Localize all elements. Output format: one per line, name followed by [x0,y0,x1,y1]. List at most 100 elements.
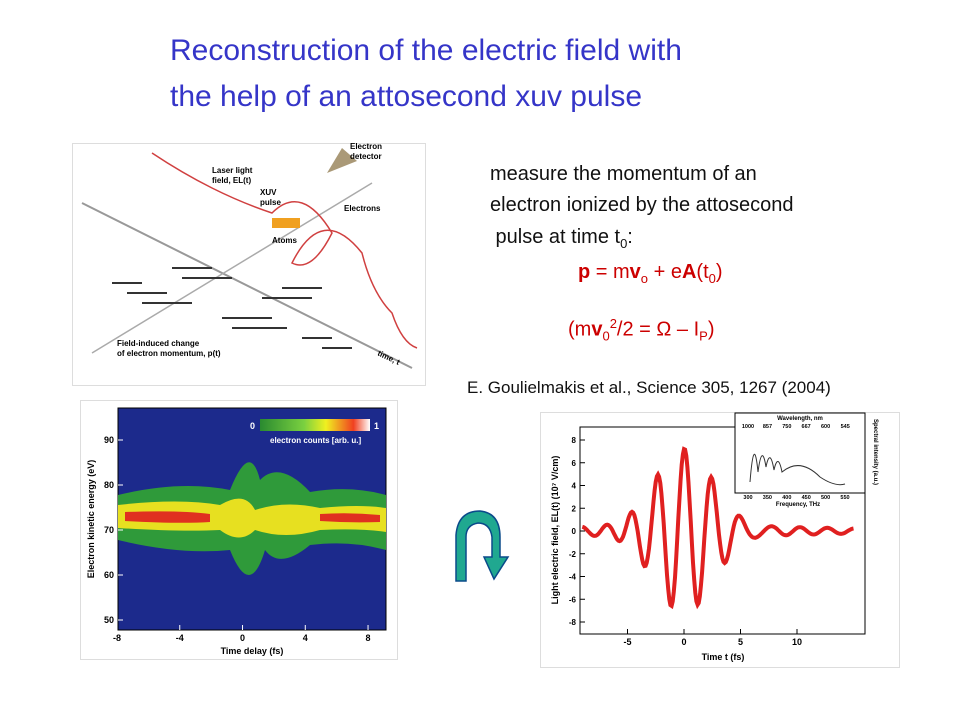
colorbar-tick: 1 [374,421,379,431]
momentum-arrows [112,267,352,349]
colorbar [260,419,370,431]
inset-tick-label: 600 [821,424,830,430]
text-segment: = m [590,261,630,283]
inset-title: Wavelength, nm [777,416,823,422]
text-segment: P [699,328,708,344]
y-tick-label: 50 [104,615,114,625]
axis [81,202,413,369]
band-mid [118,498,386,538]
formula: p = mvo + eA(t0) [578,261,723,286]
label: of electron momentum, p(t) [117,349,221,358]
label: XUV [260,188,277,197]
energy-relation: (mv02/2 = Ω – IP) [568,316,714,344]
x-tick-label: 0 [240,633,245,643]
x-label: Time delay (fs) [221,646,284,656]
text-segment: 0 [602,328,610,344]
text-segment: v [591,318,603,341]
colorbar-tick: 0 [250,421,255,431]
x-tick-label: 8 [366,633,371,643]
y-label: Light electric field, EL(t) (10⁷ V/cm) [550,456,560,605]
arrow [455,510,510,582]
title-line: the help of an attosecond xuv pulse [170,80,643,113]
y-tick-label: 2 [572,504,577,513]
colorbar-label: electron counts [arb. u.] [270,436,361,445]
text-segment: 0 [620,236,628,251]
text-segment: electron ionized by the attosecond [490,194,794,216]
x-tick-label: -5 [623,637,631,647]
label: Electron [350,143,382,151]
label: Field-induced change [117,339,200,348]
text-segment: measure the momentum of an [490,163,757,185]
y-tick-label: 70 [104,525,114,535]
text-segment: p [578,261,591,283]
text-segment: ) [707,318,715,341]
y-tick-label: 8 [572,436,577,445]
inset-tick-label: 450 [802,495,811,501]
inset-tick-label: 400 [782,495,791,501]
inset-tick-label: 550 [840,495,849,501]
label: field, EL(t) [212,176,251,185]
x-tick-label: 5 [738,637,743,647]
band-peak [125,511,380,523]
text-segment: + e [648,261,682,283]
inset-y-label: Spectral intensity (a.u.) [872,419,878,485]
y-tick-label: 90 [104,435,114,445]
y-tick-label: 80 [104,480,114,490]
figure-spectrogram: 0 1 electron counts [arb. u.] Time delay… [80,400,398,660]
text-segment: v [629,261,641,283]
figure-field: Wavelength, nm Frequency, THz Spectral i… [540,412,900,668]
x-tick-label: 4 [303,633,308,643]
y-tick-label: 6 [572,459,577,468]
x-tick-label: -8 [113,633,121,643]
y-tick-label: 4 [572,482,577,491]
label: Atoms [272,236,297,245]
text-segment: o [640,271,649,286]
text-segment: 0 [708,271,716,286]
description-line: pulse at time t0: [490,226,633,251]
field-wave [581,446,854,610]
inset-tick-label: 750 [782,424,791,430]
inset-tick-label: 350 [763,495,772,501]
laser-wave [151,152,418,349]
text-segment: A [681,261,697,283]
y-label: Electron kinetic energy (eV) [86,460,96,579]
figure-setup: Laser light field, EL(t) Electron detect… [72,143,426,386]
cycle-arrow [455,510,510,582]
text-segment: /2 = Ω – I [616,318,700,341]
spectrum [749,453,846,486]
text-segment: ) [715,261,723,283]
text-segment: 2 [609,316,617,331]
atoms [272,218,300,228]
inset-tick-label: 1000 [742,424,754,430]
text-segment: (t [696,261,709,283]
inset-tick-label: 500 [821,495,830,501]
y-tick-label: -8 [569,618,577,627]
x-tick-label: -4 [176,633,184,643]
inset-tick-label: 545 [841,424,850,430]
text-segment: : [627,226,633,248]
y-tick-label: -4 [569,573,577,582]
inset [734,412,866,494]
y-tick-label: -2 [569,550,577,559]
text-segment: (m [568,318,592,341]
description-line: electron ionized by the attosecond [490,194,794,217]
y-tick-label: -6 [569,595,577,604]
citation: E. Goulielmakis et al., Science 305, 126… [467,378,831,397]
y-tick-label: 60 [104,570,114,580]
x-tick-label: 10 [792,637,802,647]
inset-tick-label: 667 [802,424,811,430]
inset-tick-label: 300 [743,495,752,501]
label: Electrons [344,204,381,213]
x-tick-label: 0 [681,637,686,647]
y-tick-label: 0 [572,527,577,536]
detector [327,148,357,173]
description-line: measure the momentum of an [490,163,757,186]
label: Laser light [212,166,253,175]
label: detector [350,152,382,161]
title-line: Reconstruction of the electric field wit… [170,34,682,67]
inset-x-label: Frequency, THz [776,502,820,508]
text-segment: pulse at time t [490,226,621,248]
label: pulse [260,198,281,207]
x-label: Time t (fs) [702,652,745,662]
